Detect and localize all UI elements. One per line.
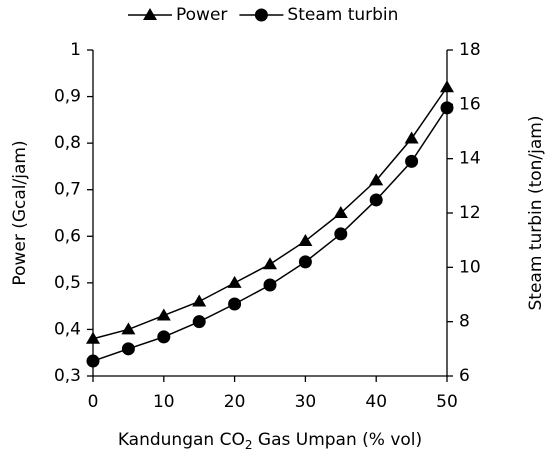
data-point <box>440 101 454 115</box>
y-tick-label: 1 <box>70 40 81 60</box>
y2-tick-label: 8 <box>459 312 470 332</box>
y-axis-label: Power (Gcal/jam) <box>10 140 30 285</box>
y2-tick-label: 10 <box>459 257 481 277</box>
axes <box>92 50 448 377</box>
data-point <box>86 354 100 368</box>
data-point <box>192 315 206 329</box>
series-line <box>92 86 448 340</box>
data-point <box>369 173 384 186</box>
data-point <box>405 154 419 168</box>
y-tick-label: 0,7 <box>54 180 81 200</box>
x-tick-label: 0 <box>88 392 99 412</box>
data-point <box>440 80 454 93</box>
y-tick-label: 0,9 <box>54 87 81 107</box>
data-point <box>121 322 136 335</box>
data-point <box>334 227 348 241</box>
y-tick-label: 0,3 <box>54 366 81 386</box>
data-point <box>263 278 277 292</box>
legend-label: Steam turbin <box>287 5 398 25</box>
y2-tick-label: 18 <box>459 40 481 60</box>
data-point <box>86 331 100 344</box>
y2-axis-label: Steam turbin (ton/jam) <box>526 116 546 311</box>
y-tick-label: 0,6 <box>54 226 81 246</box>
data-point <box>156 308 171 321</box>
data-point <box>227 275 242 288</box>
legend-marker <box>143 8 157 20</box>
y2-tick-label: 12 <box>459 203 481 223</box>
legend-label: Power <box>176 5 227 25</box>
data-point <box>121 342 135 356</box>
data-point <box>157 330 171 344</box>
x-tick-label: 40 <box>365 392 387 412</box>
y2-tick-label: 6 <box>459 366 470 386</box>
x-tick-label: 10 <box>153 392 175 412</box>
y-tick-label: 0,5 <box>54 273 81 293</box>
data-point <box>369 193 383 207</box>
y-tick-label: 0,4 <box>54 319 81 339</box>
y2-tick-label: 16 <box>459 94 481 114</box>
data-point <box>228 297 242 311</box>
x-tick-label: 30 <box>295 392 317 412</box>
y2-tick-label: 14 <box>459 149 481 169</box>
data-point <box>192 294 207 307</box>
data-point <box>263 257 277 270</box>
data-point <box>333 206 348 218</box>
x-axis-label: Kandungan CO2 Gas Umpan (% vol) <box>118 430 422 452</box>
x-tick-label: 20 <box>224 392 246 412</box>
x-tick-label: 50 <box>436 392 458 412</box>
data-point <box>298 233 313 246</box>
data-point <box>404 131 419 144</box>
data-point <box>298 255 312 269</box>
y-tick-label: 0,8 <box>54 133 81 153</box>
legend-marker <box>254 8 268 22</box>
